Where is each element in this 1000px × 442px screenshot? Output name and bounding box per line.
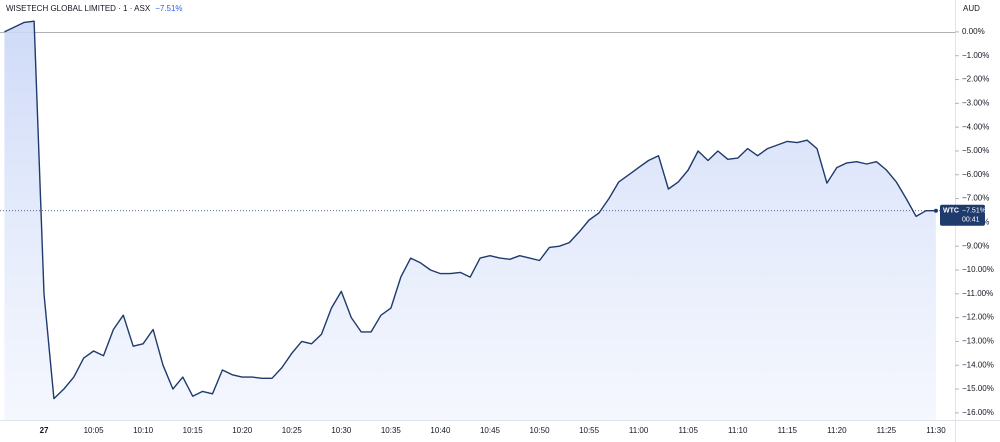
last-point [933,208,938,213]
y-tick-label: −2.00% [962,75,989,84]
y-tick-label: −1.00% [962,51,989,60]
x-tick-label: 10:10 [133,426,154,435]
x-tick-label: 11:30 [926,426,946,435]
y-tick-label: −12.00% [962,313,994,322]
x-tick-label: 10:25 [282,426,303,435]
countdown: 00:41 [962,217,980,224]
y-tick-label: −9.00% [962,241,989,250]
x-tick-label: 11:00 [629,426,649,435]
x-tick-label: 10:35 [381,426,402,435]
price-label: −7.51% [962,208,986,215]
y-tick-label: −16.00% [962,408,994,417]
y-tick-label: 0.00% [962,27,985,36]
x-tick-label: 11:15 [778,426,798,435]
price-line [4,20,936,400]
y-tick-label: −3.00% [962,98,989,107]
x-tick-label: 11:20 [827,426,847,435]
currency: AUD [963,4,980,13]
y-tick-label: −10.00% [962,265,994,274]
x-tick-label: 11:05 [678,426,698,435]
y-tick-label: −4.00% [962,122,989,131]
x-tick-label: 11:25 [877,426,897,435]
y-tick-label: −13.00% [962,337,994,346]
y-tick-label: −11.00% [962,289,993,298]
x-tick-label: 27 [40,426,49,435]
x-tick-label: 10:50 [530,426,551,435]
x-tick-label: 10:15 [183,426,204,435]
x-tick-label: 10:05 [84,426,105,435]
plot [0,20,955,420]
x-tick-label: 10:55 [579,426,600,435]
y-tick-label: −15.00% [962,384,994,393]
y-tick-label: −6.00% [962,170,989,179]
x-tick-label: 11:10 [728,426,748,435]
header-change: −7.51% [155,4,182,13]
y-tick-label: −7.00% [962,194,989,203]
area-fill [4,21,936,420]
price-label-box [940,204,985,226]
y-tick-label: −5.00% [962,146,989,155]
x-tick-label: 10:45 [480,426,501,435]
x-tick-label: 10:40 [430,426,451,435]
y-tick-label: −14.00% [962,360,994,369]
x-tick-label: 10:20 [232,426,253,435]
symbol-label: WTC [943,208,959,215]
chart-title: WISETECH GLOBAL LIMITED · 1 · ASX [6,4,151,13]
x-tick-label: 10:30 [331,426,352,435]
